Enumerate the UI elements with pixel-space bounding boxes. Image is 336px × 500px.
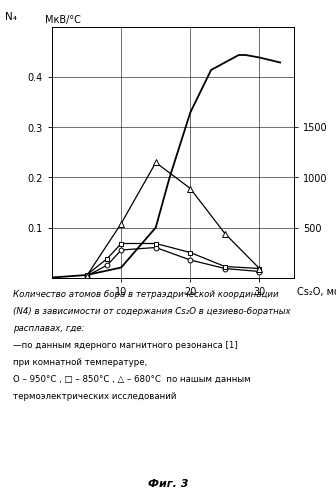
Text: Количество атомов бора в тетраэдрической координации: Количество атомов бора в тетраэдрической… (13, 290, 279, 299)
Text: расплавах, где:: расплавах, где: (13, 324, 85, 333)
Text: N₄: N₄ (5, 12, 17, 22)
Text: —по данным ядерного магнитного резонанса [1]: —по данным ядерного магнитного резонанса… (13, 341, 238, 350)
Text: (N4) в зависимости от содержания Cs₂O в цезиево-боратных: (N4) в зависимости от содержания Cs₂O в … (13, 307, 291, 316)
Text: Фиг. 3: Фиг. 3 (148, 479, 188, 489)
Text: термоэлектрических исследований: термоэлектрических исследований (13, 392, 177, 401)
Text: при комнатной температуре,: при комнатной температуре, (13, 358, 148, 367)
Text: Cs₂O, мол %: Cs₂O, мол % (297, 288, 336, 298)
Text: O – 950°C , □ – 850°C , △ – 680°C  по нашым данным: O – 950°C , □ – 850°C , △ – 680°C по наш… (13, 375, 251, 384)
Text: МкВ/°C: МкВ/°C (45, 15, 81, 25)
